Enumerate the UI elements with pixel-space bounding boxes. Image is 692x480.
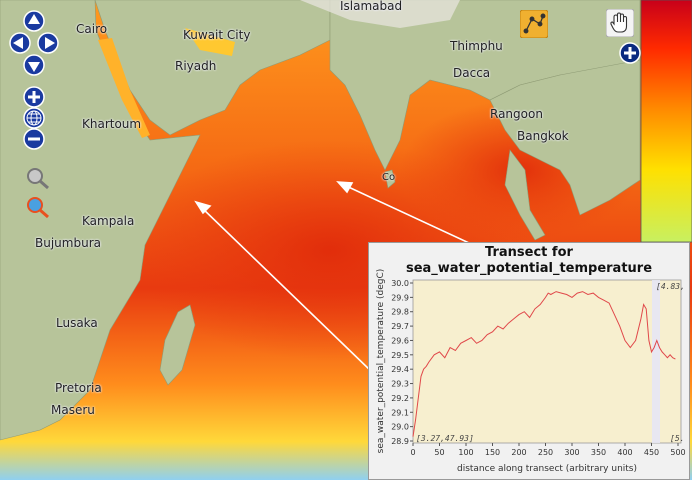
pan-control[interactable] [8,9,60,77]
x-tick-label: 0 [410,448,415,457]
zoom-extent-button[interactable] [24,195,54,221]
zoom-control[interactable] [22,86,46,152]
x-tick-label: 200 [511,448,526,457]
city-label: Riyadh [175,59,217,73]
y-tick-label: 29.6 [391,336,409,345]
arrow-up-icon [28,14,40,24]
hand-icon [610,12,628,33]
city-label: Dacca [453,66,491,80]
y-tick-label: 29.3 [391,380,409,389]
persian-gulf [185,28,235,56]
city-label: Khartoum [82,117,142,131]
plot-area [412,279,682,444]
end-marker-band [652,280,660,443]
y-tick-label: 29.7 [391,322,409,331]
panel-title-line2: sea_water_potential_temperature [405,261,653,276]
city-label: Cairo [76,22,108,36]
start-coord-label: [3.27,47.93] [416,434,474,443]
mountain-region [300,0,460,28]
polyline-icon [523,13,546,34]
magnifier-icon [27,168,49,190]
red-sea [98,38,150,138]
transect-tool-button[interactable] [520,10,548,38]
x-tick-label: 50 [434,448,444,457]
x-tick-label: 100 [458,448,473,457]
x-tick-label: 400 [617,448,632,457]
x-axis-label: distance along transect (arbitrary units… [457,464,637,474]
layer-switcher-button[interactable] [619,42,641,64]
x-tick-label: 250 [538,448,553,457]
colorbar-legend [640,0,692,243]
y-tick-label: 29.5 [391,351,409,360]
city-label: Pretoria [55,381,102,395]
x-tick-label: 300 [564,448,579,457]
y-tick-label: 28.9 [391,437,409,446]
city-label: Bujumbura [35,236,101,250]
globe-icon [26,110,42,126]
arrow-left-icon [13,37,23,49]
x-axis-ticks: 0 50 100 150 200 250 300 350 400 450 500 [410,443,686,457]
transect-chart: 28.9 29.0 29.1 29.2 29.3 29.4 29.5 29.6 29.7 29.8… [376,269,686,474]
y-tick-label: 30.0 [391,279,409,288]
minus-icon [28,137,40,141]
plus-icon-vertical [32,91,36,103]
y-tick-label: 29.0 [391,423,409,432]
panel-title-line1: Transect for [485,245,573,260]
city-label: Maseru [51,403,95,417]
y-tick-label: 29.9 [391,293,409,302]
y-tick-label: 29.8 [391,308,409,317]
land-layer [0,0,641,441]
panel-title: Transect for sea_water_potential_tempera… [369,245,689,277]
city-label: Lusaka [56,316,98,330]
x-tick-label: 500 [670,448,685,457]
y-axis-ticks: 28.9 29.0 29.1 29.2 29.3 29.4 29.5 29.6 29.7 29.8… [391,279,413,446]
x-tick-label: 450 [644,448,659,457]
x-tick-label: 150 [485,448,500,457]
zoom-box-button[interactable] [24,166,54,192]
pan-tool-button[interactable] [606,9,634,37]
city-label: Bangkok [517,129,569,143]
arrow-right-icon [45,37,55,49]
y-tick-label: 29.2 [391,394,409,403]
city-label: Rangoon [490,107,543,121]
transect-panel[interactable]: Transect for sea_water_potential_tempera… [368,242,690,480]
y-tick-label: 29.1 [391,408,409,417]
city-label: Co [382,172,396,183]
city-label: Islamabad [340,0,403,13]
city-label: Thimphu [450,39,503,53]
magnifier-red-icon [27,197,49,219]
city-label: Kuwait City [183,28,251,42]
x-tick-label: 350 [591,448,606,457]
plus-icon-vertical [628,47,632,59]
series-line [412,291,676,437]
y-axis-label: sea_water_potential_temperature (degC) [376,269,386,454]
y-tick-label: 29.4 [391,365,409,374]
arrow-down-icon [28,62,40,72]
end-coord-label-top: [4.83, [656,282,685,291]
city-label: Kampala [82,214,135,228]
end-coord-label-bottom: [5. [670,434,684,443]
